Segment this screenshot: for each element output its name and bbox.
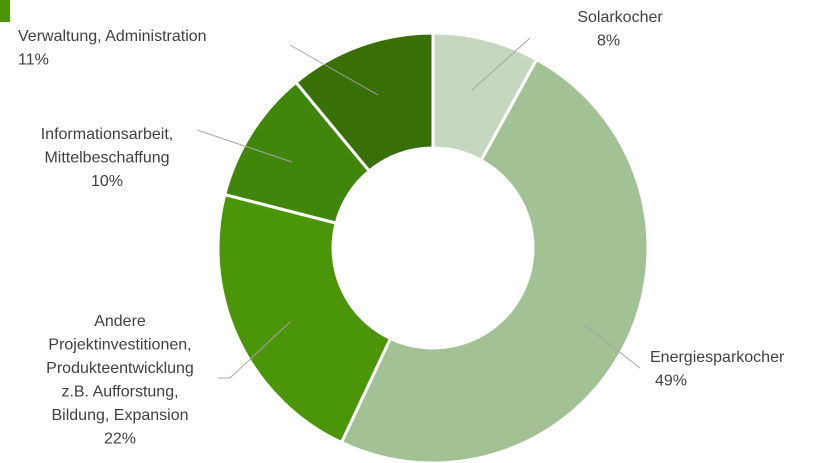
value-label: 8% xyxy=(597,33,620,50)
value-label: 22% xyxy=(104,431,136,448)
value-label: 10% xyxy=(91,173,123,190)
slice-label: Projektinvestitionen, xyxy=(48,337,191,354)
leader-line xyxy=(196,129,293,163)
slice-label: Bildung, Expansion xyxy=(52,407,189,424)
slice-label: Produkteentwicklung xyxy=(46,360,194,377)
corner-icon xyxy=(0,0,10,22)
value-label: 11% xyxy=(18,52,49,69)
slice-label: Energiesparkocher xyxy=(650,349,785,366)
slice-label: Mittelbeschaffung xyxy=(44,150,169,167)
slice-label: Informationsarbeit, xyxy=(41,126,174,143)
slice-label: z.B. Aufforstung, xyxy=(61,384,178,401)
leader-line xyxy=(584,324,641,369)
leader-line xyxy=(218,321,291,379)
leader-line xyxy=(289,44,379,96)
leader-lines xyxy=(196,37,641,379)
slice-label: Verwaltung, Administration xyxy=(18,28,207,45)
slice-label: Solarkocher xyxy=(577,9,663,26)
leader-line xyxy=(471,37,531,91)
donut-slice xyxy=(216,192,393,445)
value-label: 49% xyxy=(655,373,687,390)
slice-label: Andere xyxy=(94,313,146,330)
